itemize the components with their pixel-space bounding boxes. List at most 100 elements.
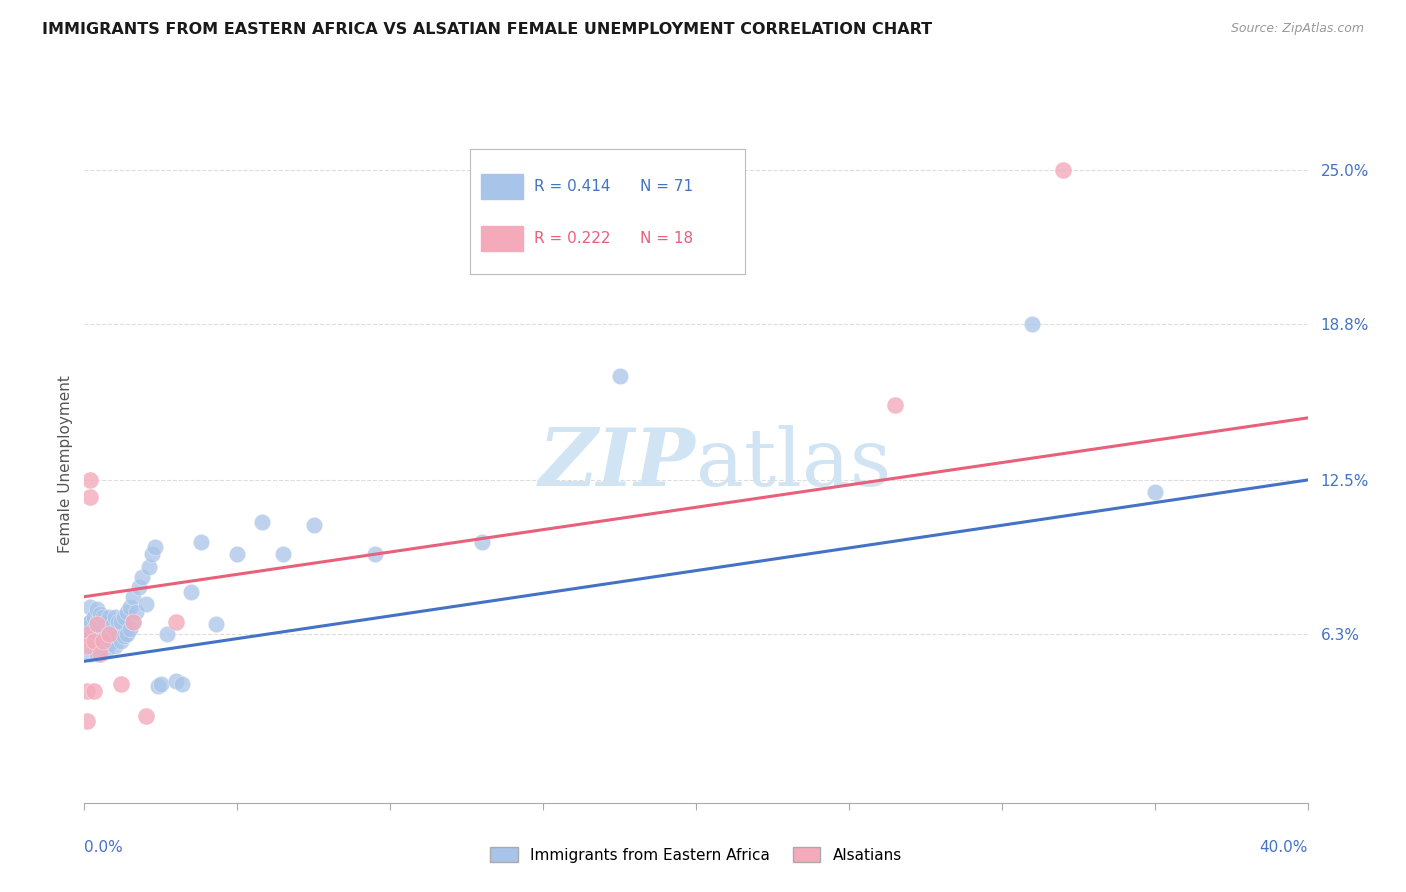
Point — [89, 607, 111, 621]
Text: N = 18: N = 18 — [640, 231, 693, 246]
Point — [135, 709, 157, 723]
Point — [115, 605, 138, 619]
Point — [97, 627, 120, 641]
Point — [120, 599, 142, 614]
Point — [138, 560, 160, 574]
Point — [131, 570, 153, 584]
Text: 40.0%: 40.0% — [1260, 840, 1308, 855]
Point — [471, 535, 494, 549]
Point — [89, 641, 111, 656]
Point — [97, 624, 120, 639]
Text: Source: ZipAtlas.com: Source: ZipAtlas.com — [1230, 22, 1364, 36]
Point — [141, 548, 163, 562]
Point — [83, 641, 105, 656]
Point — [79, 599, 101, 614]
Text: atlas: atlas — [696, 425, 891, 503]
Point — [86, 617, 108, 632]
Point — [1143, 485, 1166, 500]
Point — [112, 609, 135, 624]
Point — [165, 674, 187, 689]
Point — [302, 517, 325, 532]
Point — [89, 619, 111, 633]
Text: ZIP: ZIP — [538, 425, 696, 502]
Text: 0.0%: 0.0% — [84, 840, 124, 855]
Point — [120, 622, 142, 636]
Point — [104, 640, 127, 654]
Point — [86, 637, 108, 651]
Point — [76, 684, 98, 698]
Point — [190, 535, 212, 549]
Point — [79, 615, 101, 629]
Point — [107, 615, 129, 629]
Point — [91, 632, 114, 646]
Point — [76, 634, 98, 648]
Point — [135, 597, 157, 611]
Point — [110, 634, 132, 648]
Point — [104, 609, 127, 624]
Point — [76, 640, 98, 654]
Legend: Immigrants from Eastern Africa, Alsatians: Immigrants from Eastern Africa, Alsatian… — [491, 847, 901, 863]
Point — [76, 627, 98, 641]
Point — [79, 491, 101, 505]
Point — [271, 548, 294, 562]
Point — [76, 714, 98, 728]
Point — [76, 627, 98, 641]
Point — [143, 540, 166, 554]
Point — [101, 619, 124, 633]
Point — [250, 515, 273, 529]
Point — [86, 627, 108, 641]
Point — [94, 629, 117, 643]
Point — [156, 627, 179, 641]
Point — [83, 609, 105, 624]
Point — [107, 629, 129, 643]
Point — [104, 624, 127, 639]
Point — [110, 676, 132, 690]
Point — [86, 647, 108, 661]
Point — [97, 637, 120, 651]
Point — [91, 641, 114, 656]
Point — [226, 548, 249, 562]
Point — [146, 679, 169, 693]
Point — [83, 622, 105, 636]
Point — [79, 473, 101, 487]
Point — [172, 676, 194, 690]
Point — [94, 615, 117, 629]
Text: R = 0.222: R = 0.222 — [534, 231, 610, 246]
Point — [91, 634, 114, 648]
Point — [86, 615, 108, 629]
Point — [110, 615, 132, 629]
Point — [122, 615, 145, 629]
Point — [94, 644, 117, 658]
Point — [79, 629, 101, 643]
Point — [122, 615, 145, 629]
Point — [609, 368, 631, 383]
Point — [91, 622, 114, 636]
Point — [149, 676, 172, 690]
Point — [180, 584, 202, 599]
Point — [1021, 317, 1043, 331]
Text: R = 0.414: R = 0.414 — [534, 178, 610, 194]
Point — [89, 647, 111, 661]
Point — [86, 602, 108, 616]
Point — [122, 590, 145, 604]
Point — [76, 617, 98, 632]
Point — [883, 399, 905, 413]
Text: IMMIGRANTS FROM EASTERN AFRICA VS ALSATIAN FEMALE UNEMPLOYMENT CORRELATION CHART: IMMIGRANTS FROM EASTERN AFRICA VS ALSATI… — [42, 22, 932, 37]
Point — [205, 617, 228, 632]
Point — [101, 634, 124, 648]
Point — [128, 580, 150, 594]
Point — [115, 627, 138, 641]
Point — [112, 629, 135, 643]
Point — [83, 634, 105, 648]
Text: N = 71: N = 71 — [640, 178, 693, 194]
Point — [89, 632, 111, 646]
Point — [97, 609, 120, 624]
Point — [83, 684, 105, 698]
Point — [1052, 162, 1074, 177]
Point — [165, 615, 187, 629]
Y-axis label: Female Unemployment: Female Unemployment — [58, 375, 73, 553]
Point — [83, 634, 105, 648]
Point — [364, 548, 387, 562]
Point — [125, 605, 148, 619]
Point — [79, 647, 101, 661]
